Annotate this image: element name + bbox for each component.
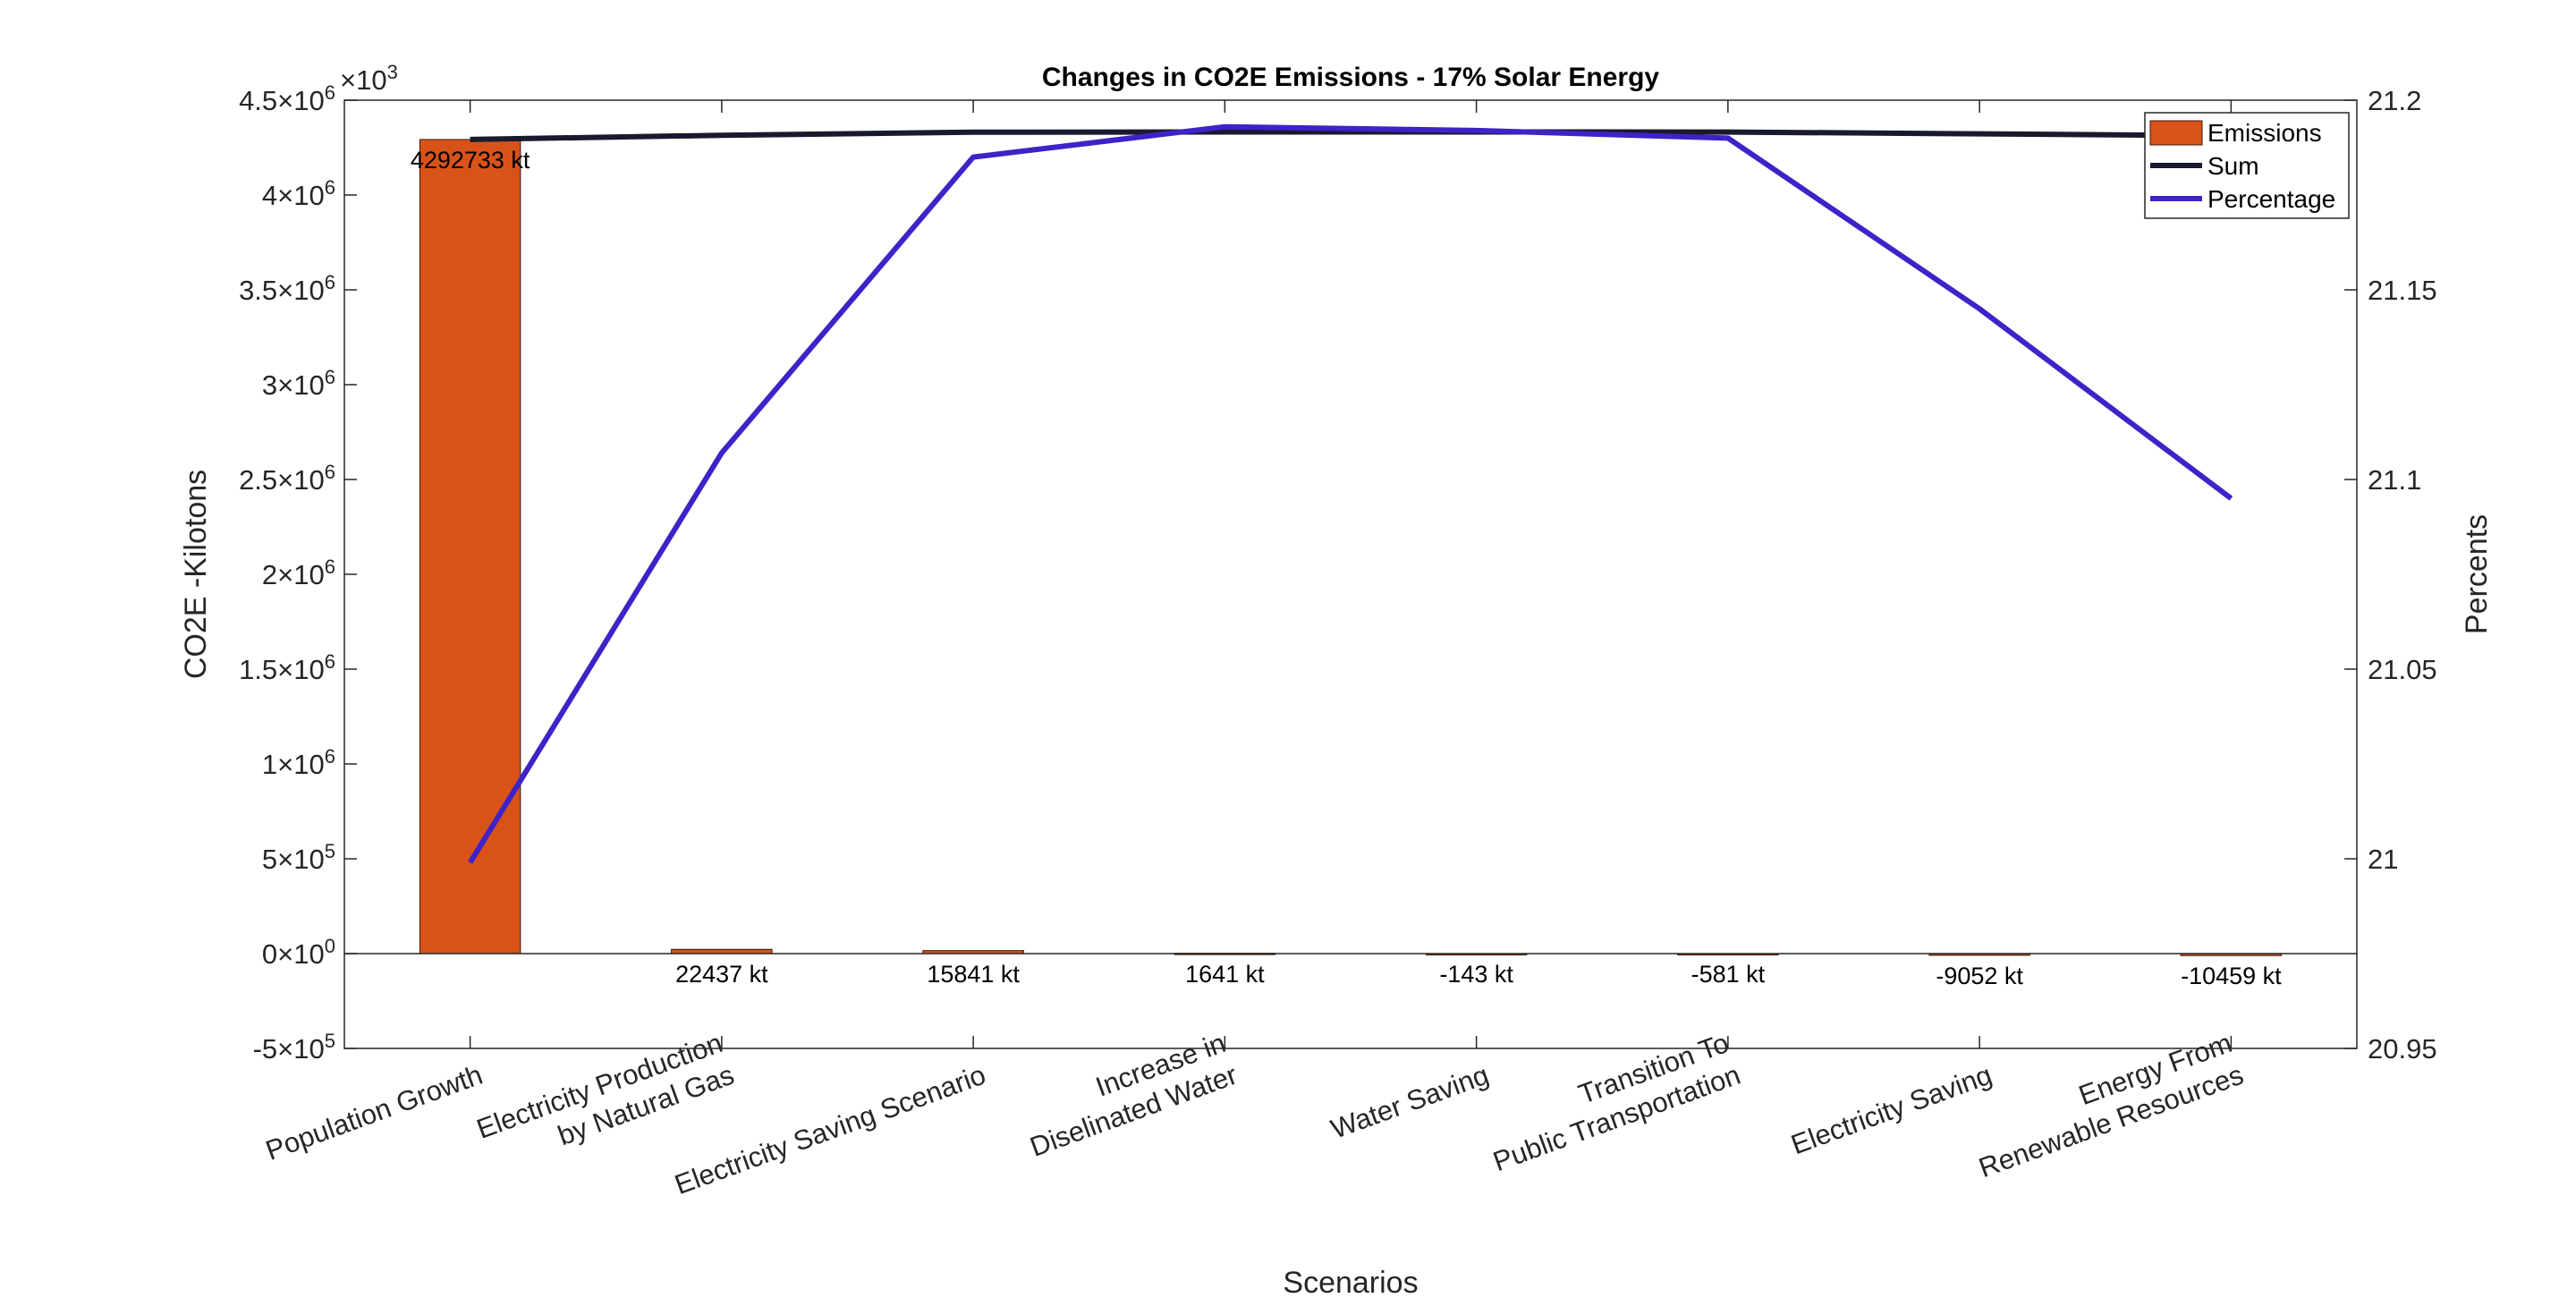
x-axis-label: Scenarios [1283, 1266, 1418, 1298]
legend-label-percentage: Percentage [2207, 185, 2335, 213]
x-tick-label: Increase inDiselinated Water [1014, 1027, 1241, 1163]
data-label-6: -9052 kt [1936, 963, 2023, 989]
data-label-0: 4292733 kt [411, 147, 530, 174]
y-tick-label: 5×105 [262, 840, 335, 875]
y-tick-label: 1×106 [262, 745, 335, 780]
y-tick-label: 3.5×106 [239, 271, 335, 306]
y-multiplier-label: ×103 [340, 61, 398, 96]
y2-tick-label: 21 [2368, 844, 2398, 875]
legend: Emissions Sum Percentage [2144, 112, 2350, 219]
y2-tick-label: 21.1 [2368, 464, 2421, 496]
y-tick-label: 0×100 [262, 935, 335, 970]
x-tick-label: Electricity Productionby Natural Gas [472, 1027, 738, 1177]
data-label-5: -581 kt [1691, 961, 1766, 988]
y-tick-label: 4×106 [262, 176, 335, 211]
y2-axis-label: Percents [2460, 514, 2494, 634]
bars-group [419, 139, 2283, 956]
left-axis-ticks: -5×105 0×100 5×105 1×106 1.5×106 2×106 2.5×106… [239, 81, 357, 1065]
chart-title: Changes in CO2E Emissions - 17% Solar En… [1042, 63, 1660, 92]
bar-0 [419, 139, 521, 954]
legend-label-sum: Sum [2207, 152, 2259, 180]
y-tick-label: 2.5×106 [239, 461, 335, 496]
y-tick-label: 4.5×106 [239, 81, 335, 116]
y2-tick-label: 21.15 [2368, 275, 2437, 306]
data-label-7: -10459 kt [2181, 963, 2282, 989]
x-tick-label: Transition ToPublic Transportation [1478, 1027, 1745, 1177]
data-label-4: -143 kt [1439, 961, 1513, 988]
y-tick-label: 1.5×106 [239, 650, 335, 685]
right-axis-ticks: 20.95 21 21.05 21.1 21.15 21.2 [2344, 85, 2437, 1065]
data-label-3: 1641 kt [1185, 961, 1265, 988]
y-tick-label: 3×106 [262, 366, 335, 401]
legend-label-emissions: Emissions [2207, 119, 2322, 147]
y-tick-label: -5×105 [253, 1030, 335, 1065]
x-tick-label: Energy FromRenewable Resources [1963, 1027, 2248, 1183]
data-label-1: 22437 kt [675, 961, 768, 988]
lines-group [468, 123, 2233, 864]
data-labels-group: 4292733 kt 22437 kt 15841 kt 1641 kt -143 kt… [411, 147, 2282, 989]
line-percentage [468, 123, 2233, 864]
data-label-2: 15841 kt [927, 961, 1020, 988]
line-sum [470, 129, 2232, 142]
x-tick-label: Electricity Saving [1787, 1059, 1996, 1161]
y-axis-label: CO2E -Kilotons [179, 470, 213, 679]
y2-tick-label: 21.05 [2368, 654, 2437, 685]
y2-tick-label: 20.95 [2368, 1033, 2437, 1065]
x-tick-label: Population Growth [261, 1059, 487, 1167]
y-tick-label: 2×106 [262, 556, 335, 590]
x-tick-label: Water Saving [1326, 1059, 1493, 1145]
legend-swatch-emissions [2149, 120, 2203, 146]
y2-tick-label: 21.2 [2368, 85, 2421, 116]
svg-text:×103: ×103 [340, 61, 398, 96]
